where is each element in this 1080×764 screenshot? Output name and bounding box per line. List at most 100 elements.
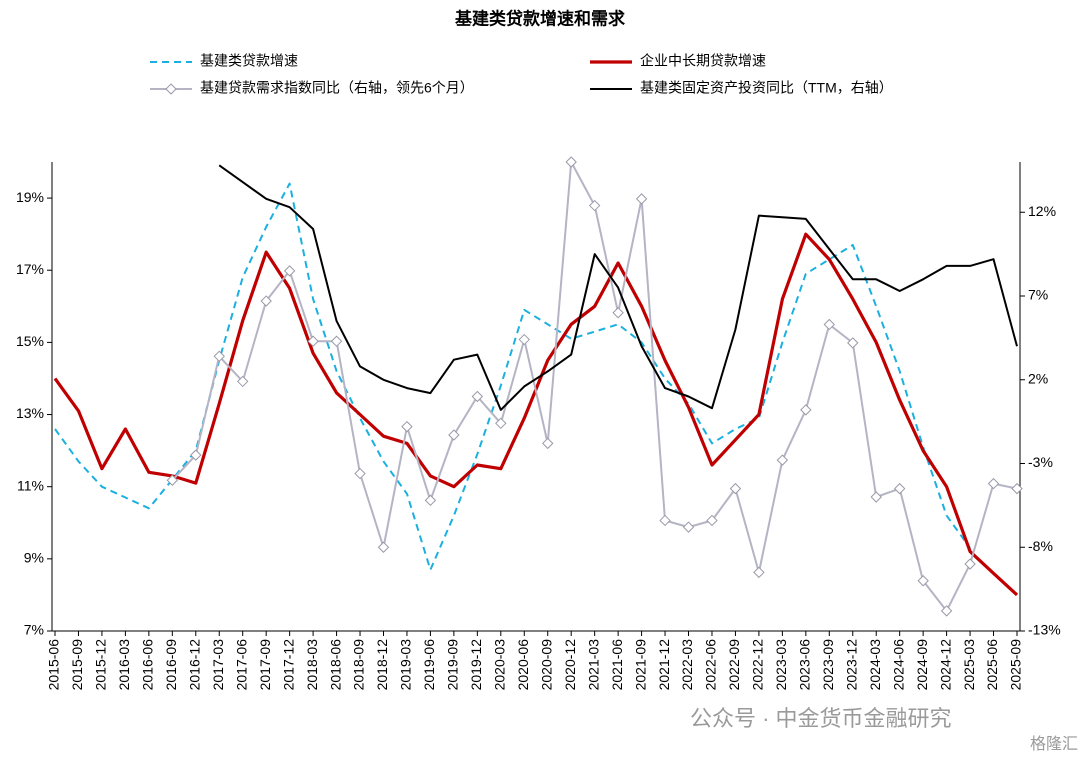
legend-label: 企业中长期贷款增速 [640, 53, 766, 69]
series-line [53, 232, 1019, 597]
x-tick-label: 2022-09 [726, 639, 742, 691]
y2-tick-label: -8% [1028, 538, 1053, 554]
diamond-marker [166, 474, 179, 486]
x-tick-label: 2022-06 [703, 639, 719, 691]
diamond-marker [495, 417, 507, 430]
x-tick-label: 2015-09 [69, 639, 85, 691]
series-line [218, 164, 1018, 411]
y-tick-label: 17% [16, 261, 44, 277]
legend-marker [165, 83, 177, 95]
diamond-marker [354, 467, 366, 480]
diamond-marker [823, 318, 836, 331]
x-tick-label: 2022-03 [679, 639, 695, 691]
x-tick-label: 2020-06 [515, 639, 531, 691]
diamond-marker [753, 566, 765, 579]
y2-tick-label: -13% [1028, 622, 1061, 638]
x-tick-label: 2024-06 [890, 639, 906, 691]
diamond-marker [471, 390, 484, 403]
diamond-marker [917, 575, 929, 587]
diamond-marker [307, 335, 319, 347]
x-tick-label: 2024-03 [867, 639, 883, 691]
x-tick-label: 2021-09 [632, 639, 648, 691]
x-tick-label: 2019-09 [445, 639, 461, 691]
x-tick-label: 2017-12 [280, 639, 296, 691]
diamond-marker [236, 375, 249, 388]
diamond-marker [893, 482, 906, 495]
x-tick-label: 2016-12 [186, 639, 202, 691]
y-tick-label: 19% [16, 189, 44, 205]
diamond-marker [518, 333, 530, 346]
diamond-marker [987, 477, 1000, 490]
x-tick-label: 2023-09 [820, 639, 836, 691]
y-tick-label: 13% [16, 405, 44, 421]
watermark: 公众号 · 中金货币金融研究 [690, 706, 952, 731]
legend-label: 基建贷款需求指数同比（右轴，领先6个月） [200, 80, 474, 96]
diamond-marker [283, 265, 296, 277]
x-tick-label: 2017-09 [257, 639, 273, 691]
diamond-marker [800, 404, 812, 416]
diamond-marker [588, 199, 601, 212]
x-tick-label: 2018-03 [304, 639, 320, 691]
x-tick-label: 2023-03 [773, 639, 789, 691]
y-tick-label: 9% [24, 550, 44, 566]
x-tick-label: 2015-12 [93, 639, 109, 691]
x-tick-label: 2016-09 [163, 639, 179, 691]
diamond-marker [1011, 482, 1023, 495]
x-tick-label: 2018-09 [351, 639, 367, 691]
diamond-marker [776, 454, 789, 466]
diamond-marker [190, 449, 202, 461]
y-tick-label: 11% [17, 477, 44, 493]
y-tick-label: 7% [24, 622, 44, 638]
x-tick-label: 2017-03 [210, 639, 226, 691]
x-tick-label: 2016-03 [116, 639, 132, 691]
x-tick-label: 2019-06 [421, 639, 437, 691]
diamond-marker [448, 429, 460, 441]
diamond-marker [706, 514, 718, 527]
x-tick-label: 2020-09 [538, 639, 554, 691]
diamond-marker [213, 350, 225, 363]
x-tick-label: 2022-12 [750, 639, 766, 691]
x-tick-label: 2018-12 [374, 639, 390, 691]
legend-label: 基建类贷款增速 [200, 53, 298, 69]
y2-tick-label: 7% [1028, 287, 1048, 303]
diamond-marker [401, 420, 413, 433]
x-tick-label: 2019-12 [468, 639, 484, 691]
x-tick-label: 2020-12 [562, 639, 578, 691]
x-tick-label: 2017-06 [233, 639, 249, 691]
diamond-marker [964, 558, 976, 570]
x-tick-label: 2021-06 [609, 639, 625, 691]
diamond-marker [612, 307, 624, 319]
diamond-marker [565, 156, 577, 168]
diamond-marker [542, 437, 554, 450]
x-tick-label: 2023-12 [843, 639, 859, 691]
legend-label: 基建类固定资产投资同比（TTM，右轴） [640, 80, 893, 96]
y-tick-label: 15% [16, 333, 44, 349]
diamond-marker [635, 193, 648, 205]
y2-tick-label: 12% [1028, 203, 1056, 219]
x-tick-label: 2021-12 [656, 639, 672, 691]
x-tick-label: 2015-06 [46, 639, 62, 691]
chart-title: 基建类贷款增速和需求 [454, 8, 625, 28]
diamond-marker [940, 605, 953, 617]
diamond-marker [870, 491, 882, 503]
x-tick-label: 2019-03 [398, 639, 414, 691]
diamond-marker [424, 494, 437, 507]
x-tick-label: 2025-06 [984, 639, 1000, 691]
x-tick-label: 2023-06 [797, 639, 813, 691]
x-tick-label: 2024-09 [914, 639, 930, 691]
diamond-marker [330, 335, 343, 347]
diamond-marker [847, 337, 859, 349]
x-tick-label: 2021-03 [585, 639, 601, 691]
diamond-marker [260, 295, 272, 307]
x-tick-label: 2016-06 [140, 639, 156, 691]
x-tick-label: 2020-03 [492, 639, 508, 691]
series-line [54, 182, 971, 571]
diamond-marker [729, 482, 742, 495]
y2-tick-label: 2% [1028, 370, 1048, 386]
x-tick-label: 2018-06 [327, 639, 343, 691]
x-tick-label: 2025-09 [1008, 639, 1024, 691]
y2-tick-label: -3% [1028, 454, 1053, 470]
diamond-marker [377, 541, 390, 553]
x-tick-label: 2025-03 [961, 639, 977, 691]
diamond-marker [659, 514, 671, 527]
